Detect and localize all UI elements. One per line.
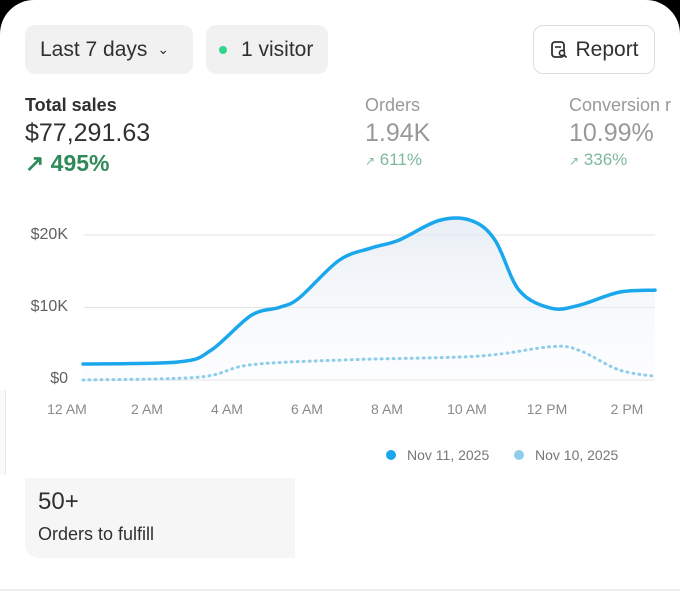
x-tick-label: 8 AM xyxy=(371,401,403,417)
y-tick-label: $10K xyxy=(30,298,68,315)
legend-label: Nov 11, 2025 xyxy=(407,447,490,463)
x-tick-label: 4 AM xyxy=(211,401,243,417)
date-range-label: Last 7 days xyxy=(40,37,148,61)
metric-total-sales[interactable]: Total sales $77,291.63 ↗ 495% xyxy=(25,95,150,177)
metric-label: Conversion r xyxy=(569,95,672,115)
metric-value: $77,291.63 xyxy=(25,119,151,147)
metric-change: 611% xyxy=(379,150,423,169)
metric-conversion[interactable]: Conversion r 10.99% ↗ 336% xyxy=(569,95,671,170)
live-dot-icon xyxy=(219,45,227,54)
metric-value: 10.99% xyxy=(569,119,654,147)
arrow-up-right-icon: ↗ xyxy=(365,154,376,168)
legend-label: Nov 10, 2025 xyxy=(535,447,619,463)
y-tick-label: $0 xyxy=(50,370,68,387)
legend-item-nov-10: Nov 10, 2025 xyxy=(514,447,618,463)
metric-label: Orders xyxy=(365,95,421,115)
legend-dot-icon xyxy=(514,450,524,460)
series-line-nov-11 xyxy=(81,216,657,366)
metric-change: 336% xyxy=(583,150,628,169)
x-tick-label: 6 AM xyxy=(291,401,323,417)
y-tick-label: $20K xyxy=(30,226,68,243)
date-range-selector[interactable]: Last 7 days ⌄ xyxy=(25,25,193,74)
x-tick-label: 12 AM xyxy=(47,401,87,417)
x-tick-label: 10 AM xyxy=(447,401,487,417)
report-icon xyxy=(551,40,568,58)
metric-orders[interactable]: Orders 1.94K ↗ 611% xyxy=(365,95,430,170)
arrow-up-right-icon: ↗ xyxy=(569,154,580,168)
chevron-down-icon: ⌄ xyxy=(157,41,170,57)
report-label: Report xyxy=(575,37,639,61)
metric-value: 1.94K xyxy=(365,119,431,147)
x-tick-label: 12 PM xyxy=(526,401,568,417)
area-fill xyxy=(83,218,655,380)
visitors-label: 1 visitor xyxy=(241,37,314,61)
live-visitors-button[interactable]: 1 visitor xyxy=(206,25,328,74)
legend-item-nov-11: Nov 11, 2025 xyxy=(386,447,489,463)
metric-change: 495% xyxy=(50,150,110,176)
metric-label: Total sales xyxy=(25,95,117,115)
report-button[interactable]: Report xyxy=(533,25,655,74)
fulfill-label: Orders to fulfill xyxy=(38,524,155,544)
x-tick-label: 2 AM xyxy=(131,401,163,417)
divider xyxy=(0,589,680,591)
legend-dot-icon xyxy=(386,450,396,460)
series-line-nov-10 xyxy=(81,344,657,382)
arrow-up-right-icon: ↗ xyxy=(25,150,45,176)
fulfill-count: 50+ xyxy=(38,488,79,515)
x-tick-label: 2 PM xyxy=(610,401,644,417)
card-edge xyxy=(0,390,6,475)
orders-to-fulfill-card[interactable]: 50+ Orders to fulfill xyxy=(25,478,295,558)
